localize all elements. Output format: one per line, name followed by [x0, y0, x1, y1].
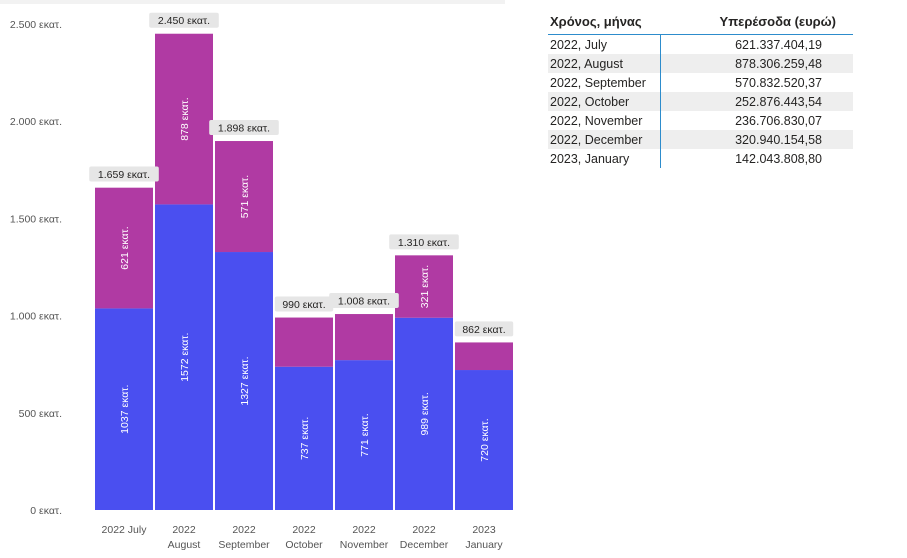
segment-value-label: 1327 εκατ. — [239, 356, 251, 405]
table-cell-month: 2023, January — [548, 149, 661, 168]
total-value-label: 1.310 εκατ. — [398, 237, 450, 249]
total-labels-layer: 1.659 εκατ. 2.450 εκατ. 1.898 εκατ. 990 εκα… — [89, 12, 514, 337]
table-cell-month: 2022, August — [548, 54, 661, 73]
segment-value-label: 571 εκατ. — [239, 175, 251, 218]
segment-labels-layer: 1037 εκατ. 621 εκατ. 1572 εκατ. 878 εκατ. 13… — [119, 97, 491, 461]
segment-value-label: 321 εκατ. — [419, 265, 431, 308]
bars-layer — [95, 33, 513, 511]
table-row[interactable]: 2022, August 878.306.259,48 — [548, 54, 853, 73]
bar-segment-excess[interactable] — [395, 255, 453, 318]
table-cell-revenue: 236.706.830,07 — [735, 113, 822, 128]
y-tick-label: 1.500 εκατ. — [10, 213, 62, 225]
y-tick-label: 2.000 εκατ. — [10, 116, 62, 128]
bar-segment-base[interactable] — [335, 360, 393, 510]
x-tick-label: 2022 — [412, 524, 436, 536]
x-tick-label: 2022 — [232, 524, 256, 536]
bar-segment-base[interactable] — [455, 370, 513, 510]
table-cell-revenue: 878.306.259,48 — [660, 54, 853, 73]
stacked-bar-chart: 0 εκατ. 500 εκατ. 1.000 εκατ. 1.500 εκατ. 2.… — [10, 12, 514, 551]
table-cell-month: 2022, October — [548, 92, 661, 111]
x-tick-label: December — [400, 539, 449, 551]
table-row[interactable]: 2022, December 320.940.154,58 — [548, 130, 853, 149]
table-cell-month: 2022, September — [548, 73, 661, 92]
revenue-table: Χρόνος, μήνας Υπερέσοδα (ευρώ) 2022, Jul… — [548, 8, 853, 168]
y-axis: 0 εκατ. 500 εκατ. 1.000 εκατ. 1.500 εκατ. 2.… — [10, 19, 62, 517]
bar-segment-excess[interactable] — [335, 314, 393, 361]
total-value-label: 990 εκατ. — [282, 299, 325, 311]
bar-segment-base[interactable] — [275, 366, 333, 510]
table-cell-revenue: 252.876.443,54 — [660, 92, 853, 111]
total-value-label: 862 εκατ. — [462, 324, 505, 336]
bar-segment-excess[interactable] — [215, 141, 273, 253]
x-axis: 2022 July 2022 August 2022 September 2022 Octo… — [102, 524, 504, 551]
table-cell-revenue: 142.043.808,80 — [735, 151, 822, 166]
segment-value-label: 1572 εκατ. — [179, 333, 191, 382]
total-label-background — [454, 321, 514, 337]
x-tick-label: 2022 — [352, 524, 376, 536]
segment-value-label: 771 εκατ. — [359, 413, 371, 456]
column-header-revenue[interactable]: Υπερέσοδα (ευρώ) — [660, 8, 853, 35]
table-row[interactable]: 2022, October 252.876.443,54 — [548, 92, 853, 111]
total-value-label: 1.898 εκατ. — [218, 123, 270, 135]
chart-canvas: 0 εκατ. 500 εκατ. 1.000 εκατ. 1.500 εκατ. 2.… — [10, 12, 514, 551]
table-cell-month: 2022, December — [548, 130, 661, 149]
segment-value-label: 720 εκατ. — [479, 418, 491, 461]
bar-segment-excess[interactable] — [155, 33, 213, 205]
x-tick-label: 2022 July — [102, 524, 148, 536]
table-cell-month: 2022, November — [548, 111, 661, 130]
total-label-background — [89, 166, 159, 182]
total-label-background — [389, 234, 459, 250]
y-tick-label: 500 εκατ. — [19, 408, 62, 420]
total-value-label: 1.659 εκατ. — [98, 169, 150, 181]
table-cell-revenue: 320.940.154,58 — [660, 130, 853, 149]
x-tick-label: 2022 — [172, 524, 196, 536]
y-tick-label: 0 εκατ. — [30, 505, 62, 517]
x-tick-label: September — [218, 539, 270, 551]
table-row[interactable]: 2023, January 142.043.808,80 — [548, 149, 853, 168]
total-label-background — [274, 296, 334, 312]
x-tick-label: 2022 — [292, 524, 316, 536]
top-border-strip — [0, 0, 505, 4]
x-tick-label: January — [465, 539, 503, 551]
table-header-row: Χρόνος, μήνας Υπερέσοδα (ευρώ) — [548, 8, 853, 35]
y-tick-label: 2.500 εκατ. — [10, 19, 62, 31]
bar-segment-base[interactable] — [215, 252, 273, 511]
table-cell-month: 2022, July — [548, 34, 661, 54]
table-row[interactable]: 2022, July 621.337.404,19 — [548, 34, 853, 54]
x-tick-label: November — [340, 539, 389, 551]
segment-value-label: 737 εκατ. — [299, 417, 311, 460]
revenue-table-panel: Χρόνος, μήνας Υπερέσοδα (ευρώ) 2022, Jul… — [548, 8, 853, 168]
table-cell-revenue: 570.832.520,37 — [735, 75, 822, 90]
bar-segment-excess[interactable] — [455, 342, 513, 371]
bar-segment-base[interactable] — [155, 204, 213, 510]
total-value-label: 1.008 εκατ. — [338, 296, 390, 308]
segment-value-label: 989 εκατ. — [419, 392, 431, 435]
table-cell-revenue: 621.337.404,19 — [735, 37, 822, 52]
segment-value-label: 1037 εκατ. — [119, 385, 131, 434]
total-label-background — [329, 293, 399, 309]
table-row[interactable]: 2022, November 236.706.830,07 — [548, 111, 853, 130]
total-value-label: 2.450 εκατ. — [158, 15, 210, 27]
x-tick-label: October — [285, 539, 323, 551]
segment-value-label: 878 εκατ. — [179, 97, 191, 140]
bar-segment-excess[interactable] — [95, 187, 153, 309]
x-tick-label: 2023 — [472, 524, 496, 536]
column-header-month[interactable]: Χρόνος, μήνας — [548, 8, 661, 35]
segment-value-label: 621 εκατ. — [119, 226, 131, 269]
bar-segment-base[interactable] — [95, 308, 153, 510]
bar-segment-base[interactable] — [395, 317, 453, 510]
total-label-background — [209, 120, 279, 136]
y-tick-label: 1.000 εκατ. — [10, 311, 62, 323]
x-tick-label: August — [168, 539, 201, 551]
bar-segment-excess[interactable] — [275, 317, 333, 367]
total-label-background — [149, 12, 219, 28]
table-row[interactable]: 2022, September 570.832.520,37 — [548, 73, 853, 92]
